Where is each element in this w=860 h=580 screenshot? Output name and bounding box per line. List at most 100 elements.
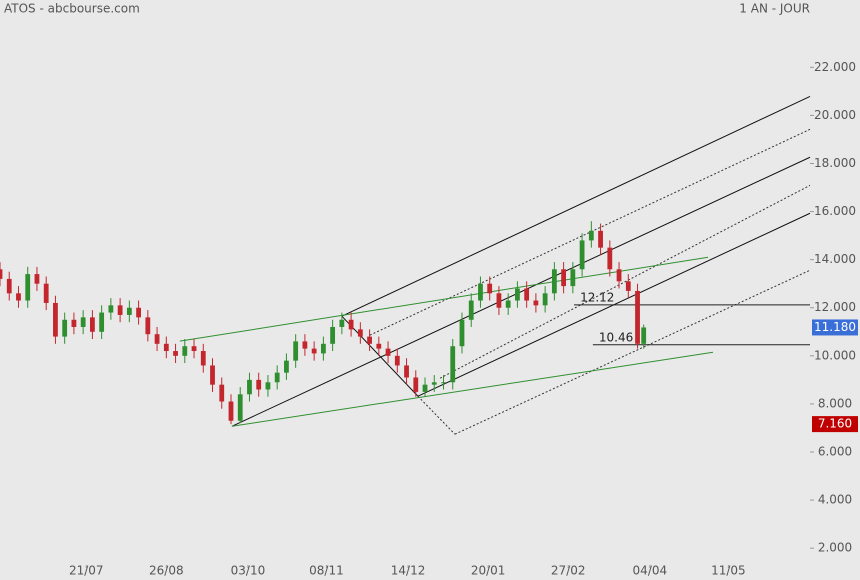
trendline	[369, 128, 811, 336]
candle-body	[330, 326, 336, 344]
candle-body	[80, 317, 86, 327]
trendline	[454, 269, 811, 435]
candle-body	[182, 346, 188, 356]
candle-body	[117, 305, 123, 315]
candle-body	[126, 307, 132, 315]
level-label: 12.12	[580, 290, 614, 304]
candle-body	[515, 288, 520, 301]
y-tick-label: 6.000	[818, 445, 852, 459]
candle-body	[376, 343, 382, 349]
candle-body	[320, 343, 326, 354]
candle-body	[200, 351, 206, 366]
candle-body	[145, 317, 151, 335]
candle-body	[607, 247, 613, 270]
candle-body	[616, 269, 622, 282]
candle-body	[6, 278, 12, 294]
y-tick-label: 14.000	[814, 252, 856, 266]
candle-body	[579, 240, 585, 270]
price-tag-label: 11.180	[814, 320, 856, 334]
candle-body	[561, 269, 567, 287]
candle-body	[487, 283, 493, 294]
y-tick-label: 10.000	[814, 348, 856, 362]
y-tick-label: 2.000	[818, 541, 852, 555]
candle-body	[16, 293, 21, 301]
candle-body	[450, 346, 456, 383]
candle-body	[108, 305, 114, 313]
x-tick-label: 26/08	[149, 564, 184, 578]
period-label: 1 AN - JOUR	[739, 2, 810, 16]
candle-body	[89, 317, 95, 332]
candle-body	[394, 355, 400, 366]
candle-body	[265, 382, 271, 390]
candle-body	[311, 348, 317, 354]
y-tick-label: 12.000	[814, 300, 856, 314]
trendline	[341, 95, 811, 317]
candle-body	[43, 283, 49, 303]
candle-body	[598, 230, 603, 248]
y-tick-label: 20.000	[814, 108, 856, 122]
x-tick-label: 08/11	[309, 564, 344, 578]
candle-body	[625, 281, 631, 291]
candle-body	[284, 360, 289, 373]
candle-body	[533, 300, 539, 306]
trendline	[417, 395, 456, 435]
candle-body	[588, 230, 594, 241]
x-tick-label: 03/10	[231, 564, 266, 578]
candle-body	[441, 382, 446, 384]
price-tag	[812, 416, 858, 433]
candle-body	[496, 293, 502, 308]
candle-body	[431, 382, 437, 385]
x-tick-label: 11/05	[711, 564, 746, 578]
candle-body	[25, 274, 31, 301]
candle-body	[173, 351, 178, 356]
candle-body	[505, 300, 511, 308]
candle-body	[302, 341, 308, 349]
candle-body	[53, 302, 58, 337]
candle-body	[154, 334, 160, 344]
candle-body	[524, 288, 530, 301]
candle-body	[641, 327, 647, 344]
candle-body	[348, 319, 354, 330]
x-tick-label: 20/01	[471, 564, 506, 578]
level-label: 10.46	[599, 330, 633, 344]
candle-body	[210, 365, 215, 385]
candle-body	[237, 394, 243, 421]
candle-body	[404, 365, 409, 378]
trendline	[179, 256, 709, 342]
candle-body	[0, 269, 3, 279]
candle-body	[228, 401, 234, 421]
candle-body	[274, 372, 280, 383]
candle-body	[635, 290, 640, 344]
candle-body	[385, 348, 391, 356]
price-tag-label: 7.160	[818, 417, 852, 431]
candle-body	[459, 319, 465, 347]
candle-body	[413, 377, 419, 392]
y-tick-label: 16.000	[814, 204, 856, 218]
candle-body	[293, 341, 299, 361]
candle-body	[339, 319, 345, 327]
x-tick-label: 04/04	[633, 564, 668, 578]
trendline	[439, 184, 811, 379]
candle-body	[71, 319, 77, 327]
trendline	[231, 351, 714, 427]
y-tick-label: 22.000	[814, 60, 856, 74]
y-tick-label: 4.000	[818, 493, 852, 507]
y-tick-label: 18.000	[814, 156, 856, 170]
candle-body	[542, 293, 548, 306]
x-tick-label: 27/02	[551, 564, 586, 578]
candle-body	[570, 269, 576, 287]
candle-body	[551, 269, 557, 294]
candle-body	[99, 312, 105, 332]
x-tick-label: 21/07	[69, 564, 104, 578]
trendline	[231, 156, 811, 427]
candle-body	[62, 319, 68, 337]
candle-body	[367, 336, 372, 344]
candle-body	[256, 379, 262, 390]
candle-body	[478, 283, 483, 301]
candle-body	[422, 384, 428, 392]
candle-body	[247, 379, 252, 395]
candle-body	[357, 329, 363, 337]
chart-title: ATOS - abcbourse.com	[4, 2, 140, 16]
